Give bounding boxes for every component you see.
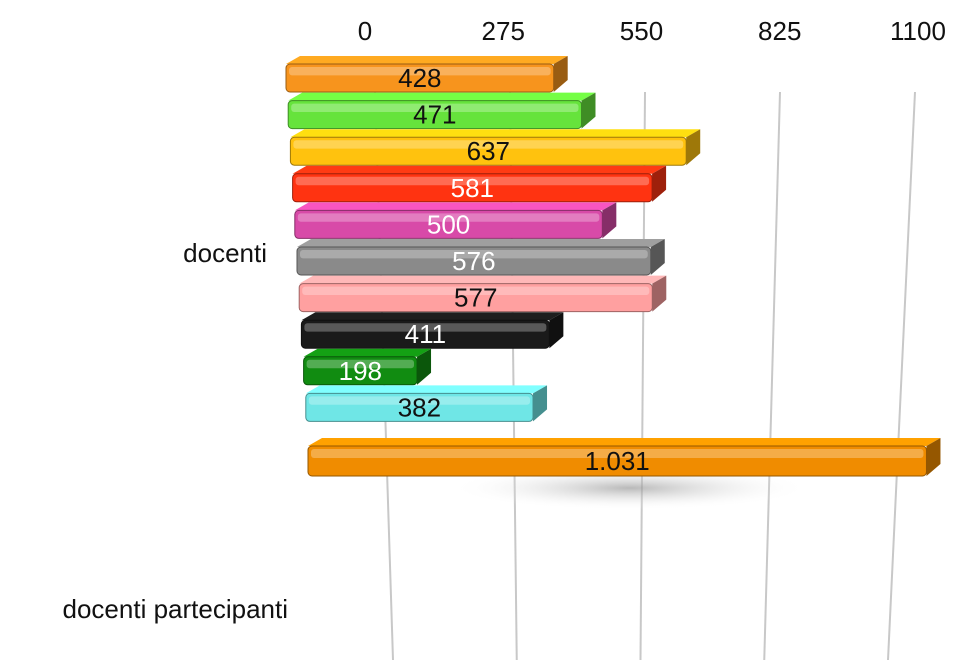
bar-top-face [299,275,667,284]
bar-end-face [553,56,568,92]
bar-end-face [686,129,701,166]
x-axis-ticks: 0 275 550 825 1100 [358,16,946,46]
bar-end-face [581,92,596,129]
floor-shadow [450,466,810,510]
x-tick-label: 1100 [890,16,946,46]
bar-top-face [290,129,701,138]
data-label: 411 [405,319,446,349]
data-label: 428 [398,63,441,93]
x-tick-label: 275 [482,16,525,46]
bar-highlight [304,323,547,332]
category-labels: docenti docenti partecipanti [63,238,288,624]
bar-581: 581 [292,165,667,203]
bar-top-face [308,438,941,446]
bar-highlight [295,176,650,186]
bar-highlight [293,140,684,149]
bar-top-face [301,312,564,321]
bar-577: 577 [298,275,667,313]
data-label: 581 [451,173,494,203]
bar-end-face [417,348,432,385]
data-label: 198 [339,356,382,386]
bar-end-face [650,239,665,275]
gridline [763,91,781,661]
data-label: 637 [467,136,510,166]
bar-highlight [300,250,648,259]
bar-front-face [287,100,582,130]
x-tick-label: 550 [620,16,663,46]
bar-highlight [289,67,551,76]
bar-front-face [289,136,687,166]
gridline [887,91,916,661]
bar-top-face [294,202,617,211]
bar-front-face [307,445,927,477]
bar-576: 576 [296,239,665,276]
bar-end-face [533,385,548,422]
bar-382: 382 [305,385,548,422]
data-label: 500 [427,209,470,239]
x-tick-label: 0 [358,16,372,46]
bar-top-face [286,56,568,64]
bar-411: 411 [300,312,564,349]
bar-front-face [285,63,555,93]
bar-top-face [288,92,596,101]
bar-end-face [602,202,617,239]
bar-highlight [302,286,650,295]
bar-top-face [303,348,432,357]
bar-front-face [292,173,653,203]
data-label: 471 [413,100,456,130]
category-label-docenti: docenti [183,238,267,268]
x-tick-label: 825 [758,16,801,46]
category-label-docenti-partecipanti: docenti partecipanti [63,594,288,624]
bar-top-face [305,385,548,394]
bar-end-face [926,438,941,476]
bar-end-face [652,275,667,312]
bar-front-face [298,283,653,313]
bar-end-face [652,165,667,202]
bar-198: 198 [303,348,432,386]
bar-highlight [306,359,415,369]
bar-highlight [297,213,600,222]
bar-highlight [311,449,924,458]
bar-end-face [549,312,564,349]
data-label: 382 [398,392,441,422]
bar-1.031: 1.031 [307,438,941,477]
bar-front-face [300,319,550,349]
bar-front-face [305,392,534,422]
bar-top-face [292,165,667,174]
bar-front-face [296,246,652,276]
bar-highlight [308,396,531,405]
bar-front-face [294,209,603,239]
bar-471: 471 [287,92,596,130]
bar-637: 637 [289,129,701,166]
bars: 428 471 637 581 500 576 577 411 198 382 1.031 [285,56,941,477]
data-label: 1.031 [585,446,650,476]
bar-500: 500 [294,202,617,239]
bar-428: 428 [285,56,568,93]
bar-highlight [291,103,579,112]
data-label: 577 [454,283,497,313]
bar-top-face [297,239,665,247]
data-label: 576 [452,246,495,276]
bar-front-face [303,356,418,386]
